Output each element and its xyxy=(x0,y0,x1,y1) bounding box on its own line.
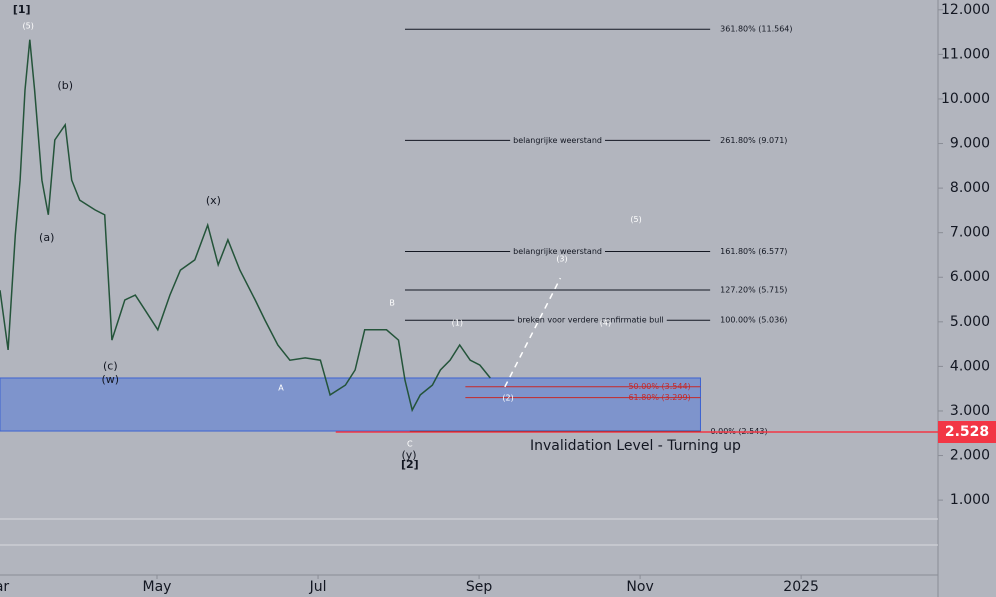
wave-label: (c) xyxy=(103,359,118,372)
y-tick-label: 4.000 xyxy=(950,358,990,374)
fib-note: breken voor verdere confirmatie bull xyxy=(517,316,663,325)
wave-label: A xyxy=(278,384,284,393)
y-tick-label: 9.000 xyxy=(950,136,990,152)
fib-label: 61.80% (3.299) xyxy=(628,393,690,402)
wave-label: (3) xyxy=(556,254,567,263)
x-tick-label: May xyxy=(143,579,172,595)
fib-label: 127.20% (5.715) xyxy=(720,285,787,294)
y-tick-label: 7.000 xyxy=(950,225,990,241)
x-tick-label: 2025 xyxy=(783,579,819,595)
y-tick-label: 11.000 xyxy=(941,46,990,62)
invalidation-text: Invalidation Level - Turning up xyxy=(530,438,741,454)
price-tag xyxy=(938,421,996,444)
x-tick-label: Sep xyxy=(466,579,493,595)
wave-label: (2) xyxy=(502,394,513,403)
wave-label: (5) xyxy=(630,215,641,224)
wave-label: (x) xyxy=(206,194,221,207)
wave-label: (a) xyxy=(39,231,54,244)
wave-label: B xyxy=(389,299,395,308)
y-tick-label: 6.000 xyxy=(950,269,990,285)
y-tick-label: 8.000 xyxy=(950,180,990,196)
fib-label: 361.80% (11.564) xyxy=(720,25,792,34)
y-tick-label: 2.000 xyxy=(950,448,990,464)
fib-label: 161.80% (6.577) xyxy=(720,247,787,256)
x-tick-label: Jul xyxy=(309,579,327,595)
fib-label: 261.80% (9.071) xyxy=(720,136,787,145)
x-tick-label: Mar xyxy=(0,579,9,595)
wave-label: (b) xyxy=(57,79,73,92)
wave-label: (4) xyxy=(600,319,611,328)
wave-label: (5) xyxy=(23,21,34,30)
wave-label: (y) xyxy=(401,449,416,462)
y-tick-label: 3.000 xyxy=(950,403,990,419)
fib-note-bg xyxy=(514,315,667,325)
fib-label: 100.00% (5.036) xyxy=(720,316,787,325)
wave-label: (1) xyxy=(452,319,463,328)
wave-label: (w) xyxy=(102,373,120,386)
wave-label: [1] xyxy=(13,3,31,16)
y-tick-label: 5.000 xyxy=(950,314,990,330)
fib-note-bg xyxy=(510,135,605,145)
fib-note: belangrijke weerstand xyxy=(513,247,602,256)
projection-line xyxy=(504,277,562,388)
price-line xyxy=(0,39,491,413)
price-tag-label: 2.528 xyxy=(945,424,989,440)
y-tick-label: 1.000 xyxy=(950,492,990,508)
y-tick-label: 10.000 xyxy=(941,91,990,107)
wave-label: C xyxy=(407,439,413,448)
x-tick-label: Nov xyxy=(626,579,653,595)
y-tick-label: 12.000 xyxy=(941,2,990,18)
fib-note: belangrijke weerstand xyxy=(513,136,602,145)
fib-label: 50.00% (3.544) xyxy=(628,382,690,391)
wave-label: [2] xyxy=(401,458,419,471)
fib-note-bg xyxy=(510,247,605,257)
